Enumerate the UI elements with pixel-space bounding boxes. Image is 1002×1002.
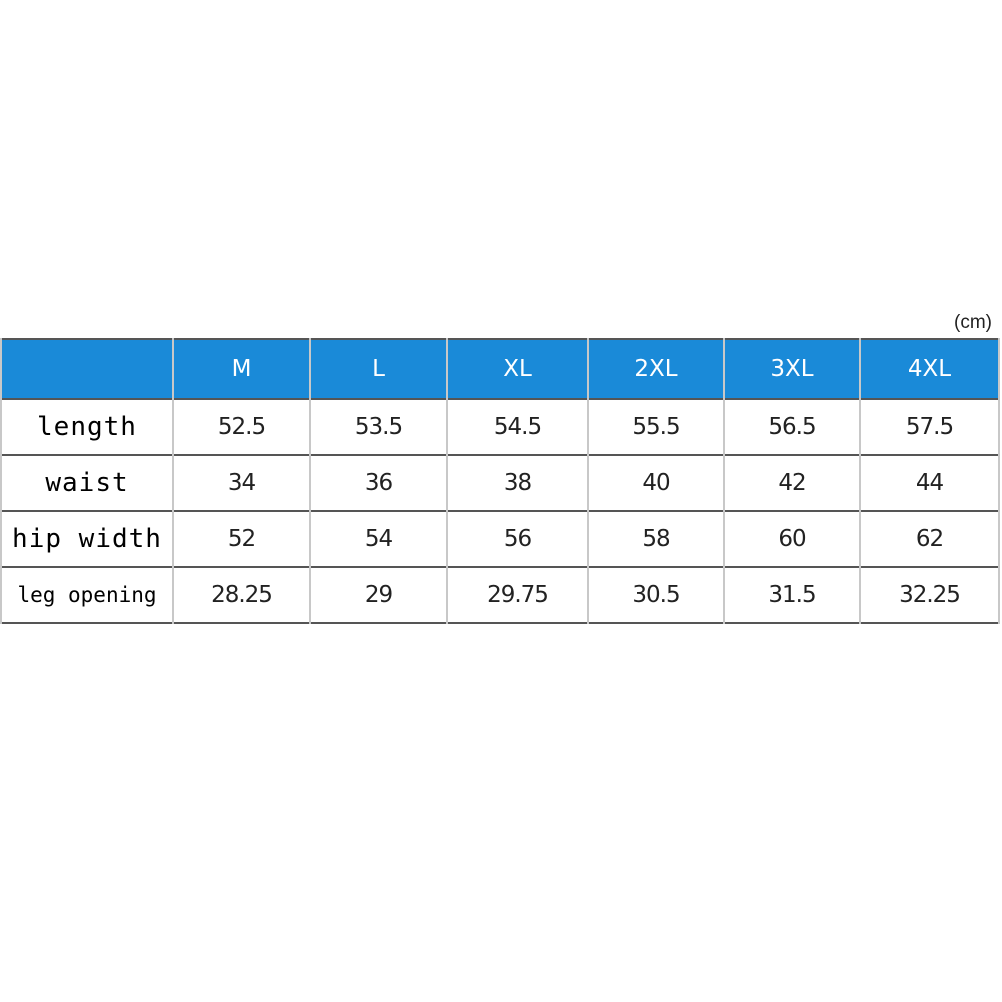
measurement-cell: 36 (309, 455, 448, 511)
size-header: 2XL (587, 339, 725, 399)
measurement-cell: 55.5 (587, 399, 725, 455)
measurement-cell: 29 (309, 567, 448, 623)
measurement-cell: 62 (859, 511, 1000, 567)
measurement-cell: 52 (172, 511, 311, 567)
measurement-cell: 40 (587, 455, 725, 511)
measurement-cell: 54 (309, 511, 448, 567)
size-chart-table: M L XL 2XL 3XL 4XL length 52.5 53.5 54.5 55.… (0, 338, 1000, 624)
measurement-cell: 28.25 (172, 567, 311, 623)
table-row: leg opening 28.25 29 29.75 30.5 31.5 32.25 (0, 567, 1000, 623)
size-header: XL (446, 339, 589, 399)
table-row: waist 34 36 38 40 42 44 (0, 455, 1000, 511)
measurement-cell: 54.5 (446, 399, 589, 455)
size-header: L (309, 339, 448, 399)
measurement-cell: 44 (859, 455, 1000, 511)
size-header: 3XL (723, 339, 861, 399)
measurement-cell: 57.5 (859, 399, 1000, 455)
measurement-cell: 32.25 (859, 567, 1000, 623)
measurement-cell: 56 (446, 511, 589, 567)
measurement-cell: 42 (723, 455, 861, 511)
table-row: length 52.5 53.5 54.5 55.5 56.5 57.5 (0, 399, 1000, 455)
measurement-cell: 38 (446, 455, 589, 511)
size-header: M (172, 339, 311, 399)
measurement-cell: 31.5 (723, 567, 861, 623)
measurement-cell: 60 (723, 511, 861, 567)
measurement-cell: 52.5 (172, 399, 311, 455)
table-row: hip width 52 54 56 58 60 62 (0, 511, 1000, 567)
row-label: hip width (0, 511, 174, 567)
header-row: M L XL 2XL 3XL 4XL (0, 339, 1000, 399)
measurement-cell: 58 (587, 511, 725, 567)
unit-label: (cm) (954, 312, 992, 333)
row-label: waist (0, 455, 174, 511)
size-header: 4XL (859, 339, 1000, 399)
row-label: length (0, 399, 174, 455)
measurement-cell: 30.5 (587, 567, 725, 623)
measurement-cell: 29.75 (446, 567, 589, 623)
measurement-cell: 53.5 (309, 399, 448, 455)
measurement-cell: 56.5 (723, 399, 861, 455)
row-label: leg opening (0, 567, 174, 623)
corner-cell (0, 339, 174, 399)
measurement-cell: 34 (172, 455, 311, 511)
